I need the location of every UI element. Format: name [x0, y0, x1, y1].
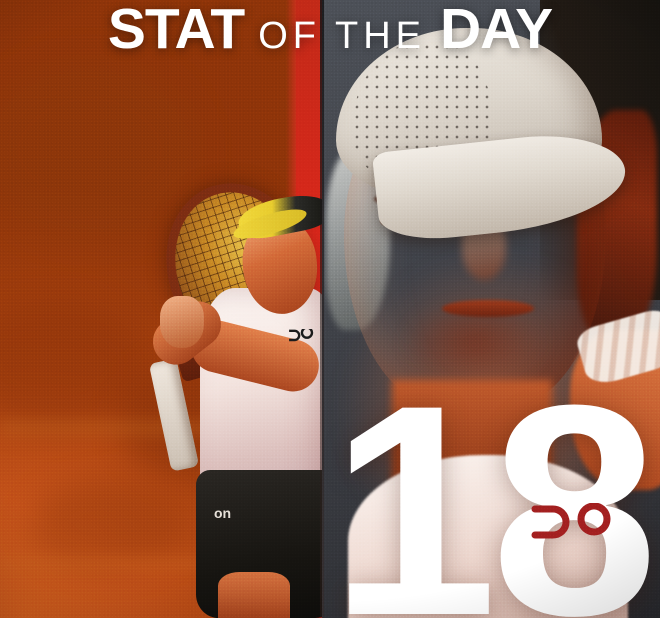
chest-on-logo-icon [289, 329, 314, 342]
serving-player-illustration: on [0, 0, 322, 618]
clay-texture-blotch [30, 480, 190, 570]
headline-word-stat: STAT [107, 0, 245, 61]
player-leg [218, 572, 290, 618]
clay-texture-blotch [0, 300, 150, 430]
portrait-shirt-collar [348, 455, 628, 618]
portrait-mouth [442, 300, 534, 317]
headline-word-day: DAY [440, 0, 553, 61]
panel-split-seam [320, 0, 324, 618]
shorts-on-logo: on [214, 505, 232, 521]
headline: STAT OF THE DAY [0, 0, 660, 62]
headline-word-of: OF [258, 15, 321, 57]
stat-value: 18 [330, 342, 658, 618]
player-hand [160, 296, 204, 348]
clay-court-line [0, 558, 250, 570]
player-portrait [322, 0, 660, 618]
left-panel: on [0, 0, 322, 618]
headline-word-the: THE [335, 15, 426, 57]
clay-texture-blotch [0, 60, 200, 240]
